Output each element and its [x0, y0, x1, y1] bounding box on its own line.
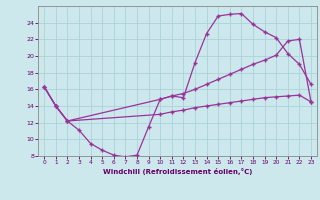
X-axis label: Windchill (Refroidissement éolien,°C): Windchill (Refroidissement éolien,°C)	[103, 168, 252, 175]
